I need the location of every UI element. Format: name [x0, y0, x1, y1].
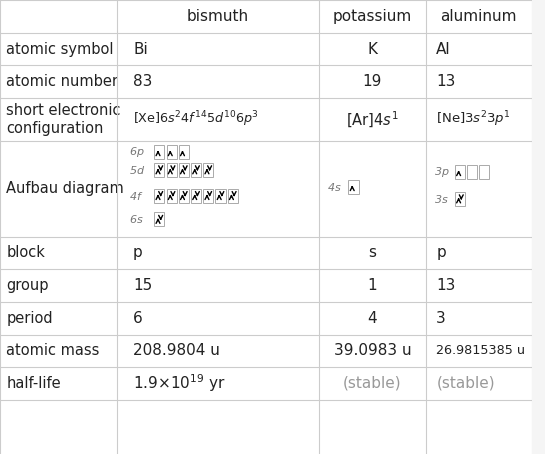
Text: [Xe]6$s^2$4$f^{14}$5$d^{10}$6$p^3$: [Xe]6$s^2$4$f^{14}$5$d^{10}$6$p^3$ — [133, 110, 259, 129]
FancyBboxPatch shape — [228, 188, 238, 202]
Text: 4$f$: 4$f$ — [129, 189, 143, 202]
FancyBboxPatch shape — [203, 163, 213, 177]
Text: block: block — [7, 245, 45, 261]
Text: [Ar]4$s^1$: [Ar]4$s^1$ — [346, 109, 399, 130]
Text: 39.0983 u: 39.0983 u — [334, 343, 411, 359]
Text: short electronic
configuration: short electronic configuration — [7, 104, 121, 136]
Text: (stable): (stable) — [343, 376, 402, 391]
Text: 13: 13 — [436, 74, 456, 89]
Text: [Ne]3$s^2$3$p^1$: [Ne]3$s^2$3$p^1$ — [436, 110, 511, 129]
Text: p: p — [133, 245, 143, 261]
Text: s: s — [368, 245, 377, 261]
FancyBboxPatch shape — [167, 145, 177, 159]
FancyBboxPatch shape — [154, 188, 165, 202]
FancyBboxPatch shape — [215, 188, 226, 202]
FancyBboxPatch shape — [348, 179, 359, 193]
FancyBboxPatch shape — [179, 163, 189, 177]
Text: 6$s$: 6$s$ — [129, 213, 143, 225]
Text: period: period — [7, 311, 53, 326]
FancyBboxPatch shape — [179, 145, 189, 159]
FancyBboxPatch shape — [0, 0, 532, 454]
Text: 6$p$: 6$p$ — [129, 145, 144, 159]
Text: 13: 13 — [436, 278, 456, 293]
Text: p: p — [436, 245, 446, 261]
Text: 26.9815385 u: 26.9815385 u — [436, 345, 525, 357]
Text: aluminum: aluminum — [440, 9, 517, 24]
FancyBboxPatch shape — [191, 163, 201, 177]
FancyBboxPatch shape — [480, 164, 489, 178]
FancyBboxPatch shape — [154, 163, 165, 177]
Text: 83: 83 — [133, 74, 153, 89]
Text: Aufbau diagram: Aufbau diagram — [7, 181, 124, 197]
FancyBboxPatch shape — [203, 188, 213, 202]
Text: 3$s$: 3$s$ — [434, 193, 448, 205]
Text: 3$p$: 3$p$ — [434, 165, 449, 178]
Text: half-life: half-life — [7, 376, 61, 391]
Text: atomic number: atomic number — [7, 74, 118, 89]
Text: 1.9$\times$10$^{19}$ yr: 1.9$\times$10$^{19}$ yr — [133, 373, 226, 394]
Text: 3: 3 — [436, 311, 446, 326]
FancyBboxPatch shape — [167, 188, 177, 202]
Text: bismuth: bismuth — [187, 9, 249, 24]
Text: group: group — [7, 278, 49, 293]
Text: 1: 1 — [368, 278, 377, 293]
Text: 6: 6 — [133, 311, 143, 326]
FancyBboxPatch shape — [191, 188, 201, 202]
Text: (stable): (stable) — [436, 376, 495, 391]
Text: 208.9804 u: 208.9804 u — [133, 343, 220, 359]
Text: atomic mass: atomic mass — [7, 343, 100, 359]
Text: 5$d$: 5$d$ — [129, 164, 145, 176]
Text: Al: Al — [436, 41, 451, 57]
Text: 4$s$: 4$s$ — [327, 181, 342, 192]
Text: potassium: potassium — [333, 9, 412, 24]
Text: 15: 15 — [133, 278, 152, 293]
FancyBboxPatch shape — [154, 212, 165, 227]
FancyBboxPatch shape — [167, 163, 177, 177]
Text: 19: 19 — [363, 74, 382, 89]
Text: Bi: Bi — [133, 41, 148, 57]
FancyBboxPatch shape — [154, 145, 165, 159]
FancyBboxPatch shape — [455, 192, 465, 206]
FancyBboxPatch shape — [455, 164, 465, 178]
Text: K: K — [367, 41, 378, 57]
Text: atomic symbol: atomic symbol — [7, 41, 114, 57]
FancyBboxPatch shape — [467, 164, 477, 178]
Text: 4: 4 — [368, 311, 377, 326]
FancyBboxPatch shape — [179, 188, 189, 202]
